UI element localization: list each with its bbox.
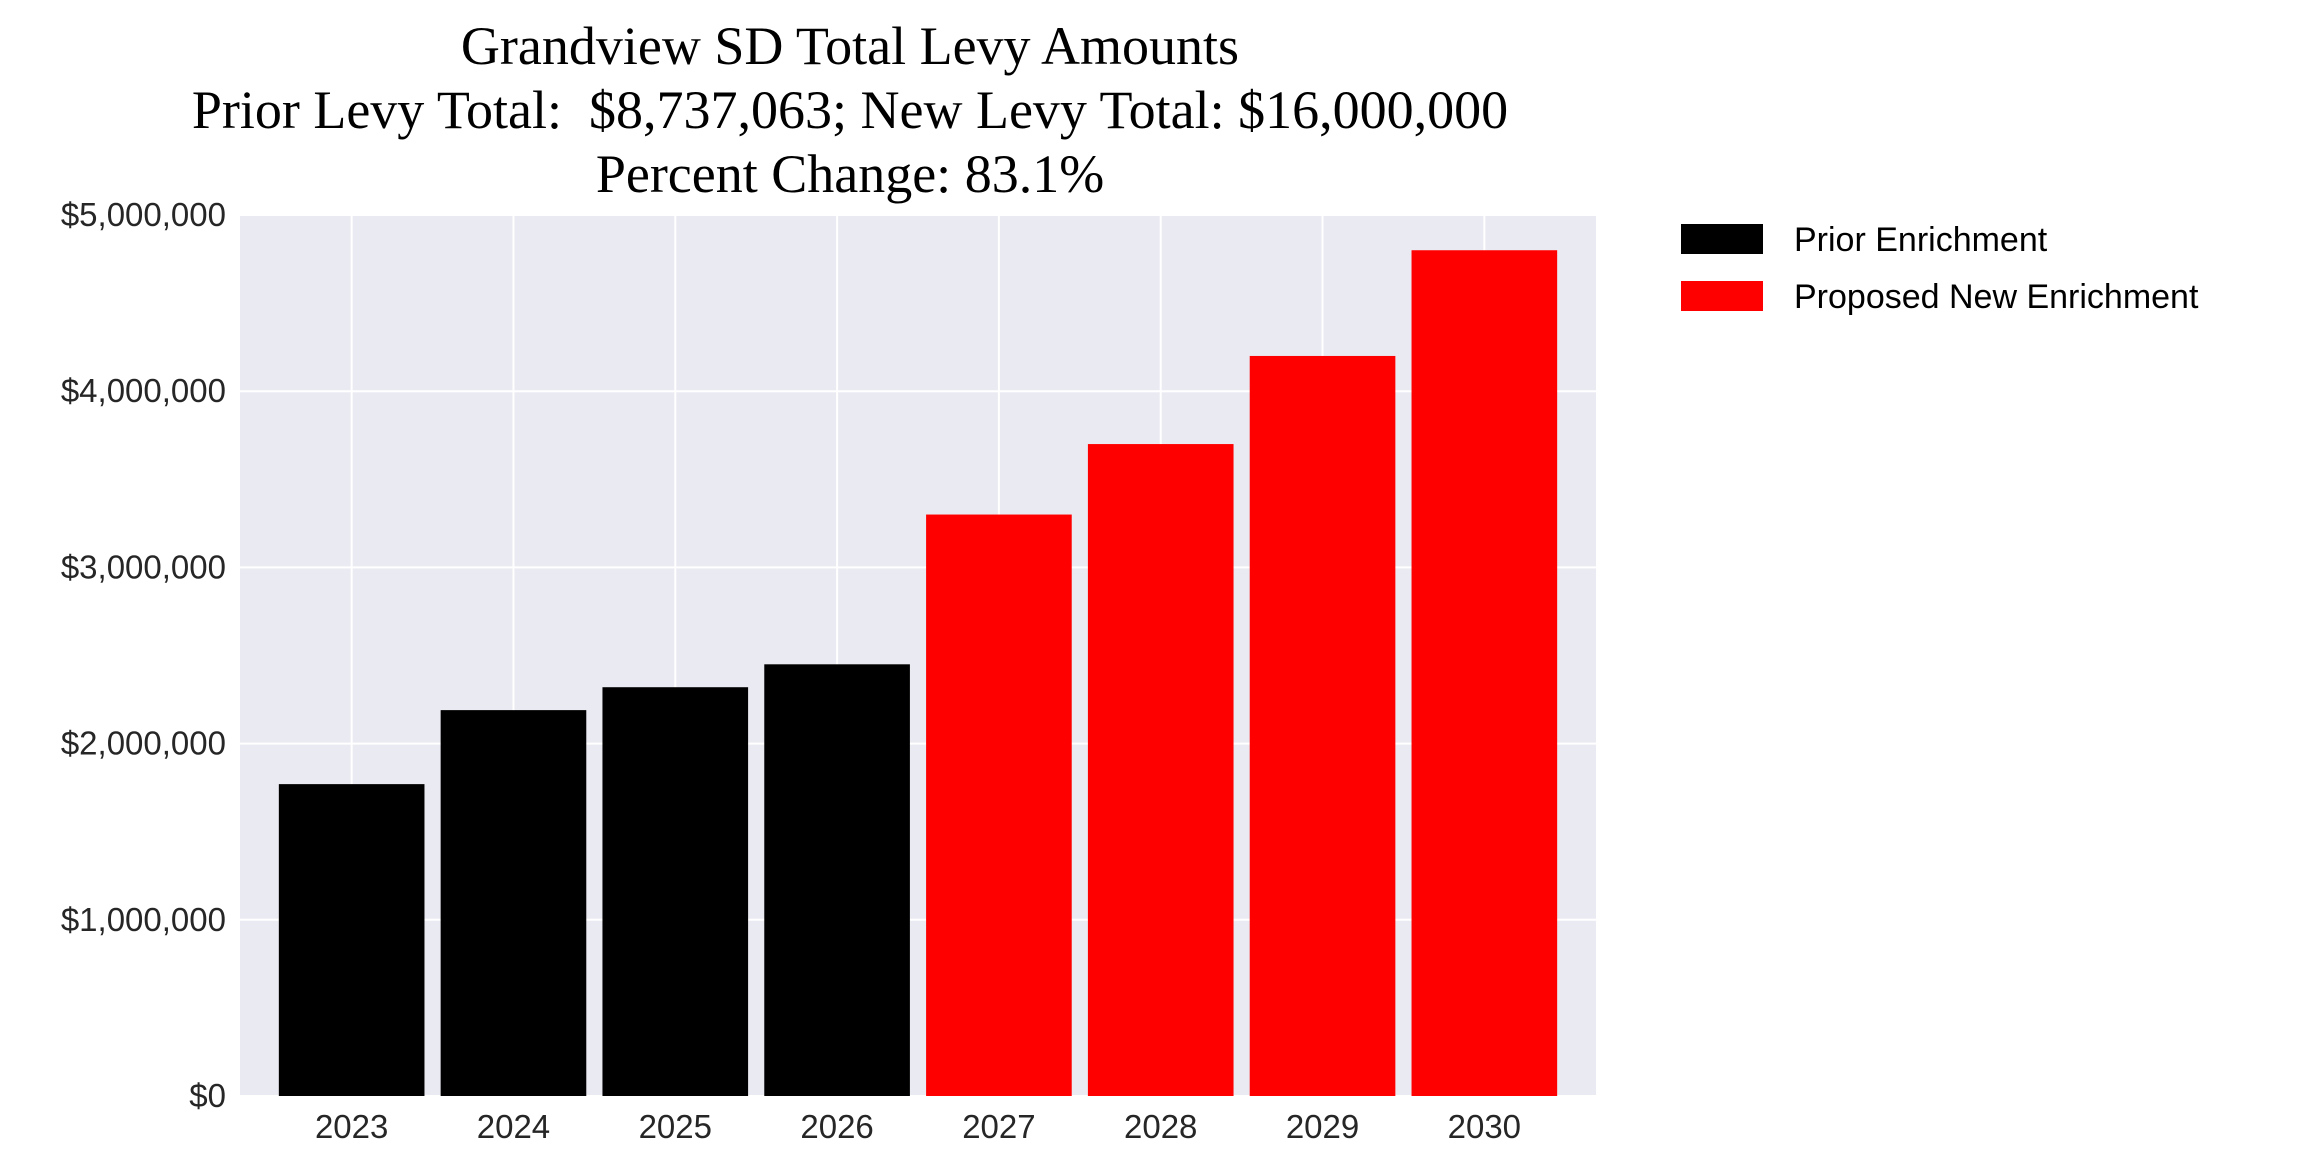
legend-label: Proposed New Enrichment (1794, 278, 2199, 316)
y-tick-label: $1,000,000 (61, 901, 226, 938)
x-tick-label: 2030 (1448, 1108, 1521, 1145)
bar-2030 (1411, 250, 1558, 1097)
y-tick-label: $2,000,000 (61, 725, 226, 762)
legend-swatch (1681, 281, 1763, 311)
title-line-1: Grandview SD Total Levy Amounts (460, 16, 1240, 76)
chart-title: Grandview SD Total Levy Amounts Prior Le… (0, 14, 1700, 206)
title-line-2: Prior Levy Total: $8,737,063; New Levy T… (191, 80, 1509, 140)
legend-swatch (1681, 224, 1763, 254)
bar-2027 (926, 514, 1072, 1096)
y-tick-label: $0 (189, 1077, 226, 1114)
y-tick-label: $5,000,000 (61, 196, 226, 233)
bar-2029 (1249, 355, 1396, 1097)
bar-2025 (602, 687, 749, 1096)
x-tick-label: 2024 (477, 1108, 550, 1145)
x-tick-label: 2023 (315, 1108, 388, 1145)
bar-2024 (440, 710, 587, 1096)
x-tick-label: 2026 (800, 1108, 873, 1145)
x-tick-label: 2025 (639, 1108, 712, 1145)
x-tick-label: 2029 (1286, 1108, 1359, 1145)
y-tick-label: $3,000,000 (61, 548, 226, 585)
legend-label: Prior Enrichment (1794, 221, 2048, 259)
x-tick-label: 2027 (962, 1108, 1035, 1145)
title-line-3: Percent Change: 83.1% (595, 144, 1105, 204)
y-tick-label: $4,000,000 (61, 372, 226, 409)
x-tick-label: 2028 (1124, 1108, 1197, 1145)
bar-2026 (764, 664, 910, 1096)
bar-2028 (1087, 444, 1234, 1096)
bar-2023 (278, 784, 425, 1096)
